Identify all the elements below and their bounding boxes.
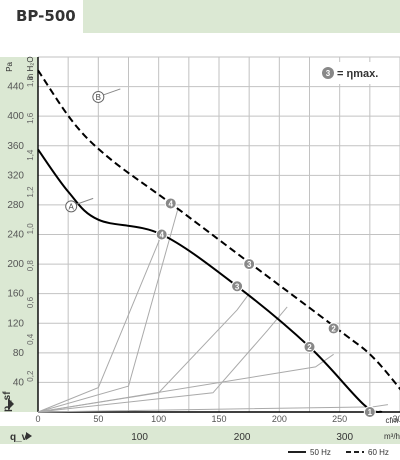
y-axis-band <box>0 57 38 412</box>
y-tick-label-inh2o: 0,8 <box>26 260 35 272</box>
x-axis-cfm-band <box>0 426 400 444</box>
operating-point-label: 1 <box>368 408 373 417</box>
y-unit-inh2o: in H₂O <box>26 56 35 80</box>
system-curve <box>37 208 179 413</box>
operating-point-label: 4 <box>159 231 164 240</box>
y-tick-label-pa: 40 <box>13 377 25 388</box>
curve-label-marker <box>92 90 105 103</box>
x-axis-title: q_v <box>10 432 28 443</box>
operating-point-label: 3 <box>235 282 240 291</box>
operating-point-marker <box>303 340 316 353</box>
x-tick-label-m3h: 100 <box>131 432 148 443</box>
y-tick-label-pa: 440 <box>7 82 24 93</box>
x-tick-label-m3h: 200 <box>234 432 251 443</box>
y-tick-label-inh2o: 0,4 <box>26 333 35 345</box>
operating-point-label: 2 <box>331 324 336 333</box>
y-axis-arrow-icon <box>8 398 14 410</box>
x-axis-m3h-row <box>0 412 400 426</box>
system-curve <box>37 306 288 413</box>
y-tick-label-inh2o: 0,2 <box>26 370 35 382</box>
y-tick-label-inh2o: 1,4 <box>26 149 35 161</box>
curve-label-A: A <box>69 202 75 211</box>
frequency-legend-label: 50 Hz <box>310 448 331 457</box>
y-tick-label-pa: 80 <box>13 348 25 359</box>
x-tick-label-cfm: 300 <box>392 414 400 424</box>
y-tick-label-inh2o: 0,6 <box>26 296 35 308</box>
x-tick-label-cfm: 200 <box>272 414 287 424</box>
x-unit-cfm: cfm <box>386 416 399 425</box>
eta-legend-box <box>315 62 387 84</box>
model-title: BP-500 <box>0 0 83 33</box>
series-line-B <box>37 69 400 391</box>
y-tick-label-pa: 160 <box>7 289 24 300</box>
x-tick-label-cfm: 50 <box>93 414 103 424</box>
x-tick-label-cfm: 250 <box>332 414 347 424</box>
operating-point-marker <box>155 228 168 241</box>
y-tick-label-inh2o: 1,8 <box>26 75 35 87</box>
y-tick-label-pa: 280 <box>7 200 24 211</box>
eta-legend-marker-label: 3 <box>326 69 331 78</box>
y-unit-pa: Pa <box>5 61 14 71</box>
operating-point-marker <box>363 406 376 418</box>
system-curve <box>37 404 389 413</box>
y-tick-label-inh2o: 1,6 <box>26 112 35 124</box>
eta-legend-text: = ηmax. <box>337 68 378 80</box>
operating-point-marker <box>243 258 256 271</box>
curve-label-marker <box>65 200 78 213</box>
x-unit-m3h: m³/h <box>384 432 400 441</box>
operating-point-marker <box>164 197 177 210</box>
x-tick-label-cfm: 100 <box>151 414 166 424</box>
series-line-A <box>37 148 383 413</box>
y-tick-label-inh2o: 1,0 <box>26 223 35 235</box>
y-tick-label-pa: 320 <box>7 170 24 181</box>
y-tick-label-pa: 360 <box>7 141 24 152</box>
y-tick-label-pa: 400 <box>7 111 24 122</box>
system-curve <box>37 353 334 413</box>
x-axis-arrow-icon <box>26 432 32 440</box>
operating-point-label: 2 <box>307 343 312 352</box>
y-tick-label-pa: 120 <box>7 318 24 329</box>
x-tick-label-cfm: 0 <box>35 414 40 424</box>
curve-label-leader <box>103 88 121 96</box>
frequency-legend-label: 60 Hz <box>368 448 389 457</box>
y-tick-label-pa: 240 <box>7 230 24 241</box>
operating-point-marker <box>327 322 340 335</box>
system-curve <box>37 234 163 413</box>
curve-label-leader <box>76 197 94 205</box>
x-tick-label-m3h: 300 <box>336 432 353 443</box>
operating-point-label: 4 <box>169 199 174 208</box>
x-tick-label-cfm: 150 <box>211 414 226 424</box>
operating-point-marker <box>231 280 244 293</box>
operating-point-label: 3 <box>247 260 252 269</box>
eta-legend-marker <box>322 67 334 79</box>
y-axis-title: p_sf <box>2 391 13 412</box>
y-tick-label-pa: 200 <box>7 259 24 270</box>
curve-label-B: B <box>96 93 101 102</box>
y-tick-label-inh2o: 1,2 <box>26 186 35 198</box>
